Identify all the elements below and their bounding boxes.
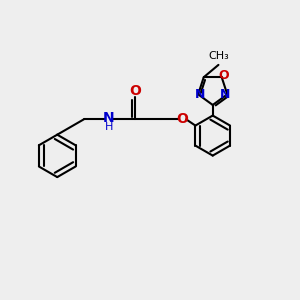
Text: O: O bbox=[219, 69, 230, 82]
Text: O: O bbox=[129, 84, 141, 98]
Text: O: O bbox=[176, 112, 188, 126]
Text: CH₃: CH₃ bbox=[208, 51, 229, 61]
Text: H: H bbox=[105, 122, 113, 132]
Text: N: N bbox=[103, 111, 115, 125]
Text: N: N bbox=[195, 88, 206, 101]
Text: N: N bbox=[220, 88, 230, 101]
